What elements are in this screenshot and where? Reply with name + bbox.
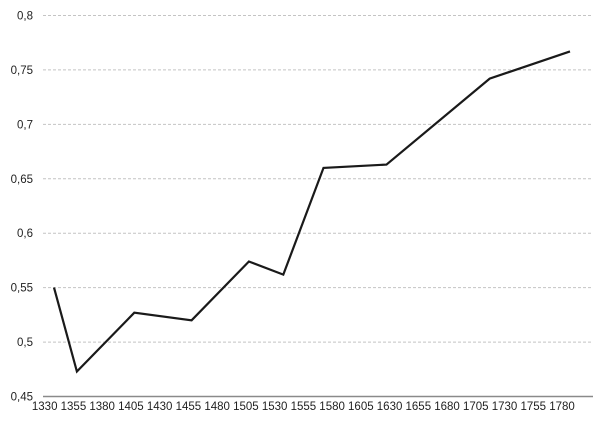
x-axis-tick-label: 1580 [319, 401, 345, 413]
y-axis-labels-group: 0,45 0,5 0,55 0,6 0,65 0,7 0,75 0,8 [11, 11, 33, 404]
x-axis-tick-label: 1680 [434, 401, 460, 413]
x-axis-tick-label: 1530 [262, 401, 288, 413]
x-axis-tick-label: 1455 [176, 401, 202, 413]
y-axis-tick-label: 0,8 [17, 11, 33, 23]
x-axis-tick-label: 1355 [61, 401, 87, 413]
gridlines-group [43, 15, 593, 343]
x-axis-tick-label: 1755 [520, 401, 546, 413]
x-axis-tick-label: 1330 [32, 401, 58, 413]
x-axis-tick-label: 1430 [147, 401, 173, 413]
x-axis-tick-label: 1505 [233, 401, 259, 413]
y-axis-tick-label: 0,45 [11, 392, 33, 404]
y-axis-tick-label: 0,5 [17, 337, 33, 349]
x-axis-tick-label: 1555 [291, 401, 317, 413]
x-axis-tick-label: 1655 [406, 401, 432, 413]
x-axis-tick-label: 1780 [549, 401, 575, 413]
y-axis-tick-label: 0,75 [11, 65, 33, 77]
y-axis-tick-label: 0,65 [11, 174, 33, 186]
y-axis-tick-label: 0,6 [17, 228, 33, 240]
x-axis-tick-label: 1630 [377, 401, 403, 413]
data-series-line [52, 50, 571, 374]
x-axis-tick-label: 1380 [89, 401, 115, 413]
x-axis-tick-label: 1405 [118, 401, 144, 413]
x-axis-tick-label: 1730 [492, 401, 518, 413]
y-axis-tick-label: 0,7 [17, 119, 33, 131]
x-axis-tick-label: 1705 [463, 401, 489, 413]
x-axis-tick-label: 1480 [204, 401, 230, 413]
x-axis-tick-label: 1605 [348, 401, 374, 413]
y-axis-tick-label: 0,55 [11, 283, 33, 295]
x-axis-labels-group: 1330 1355 1380 1405 1430 1455 1480 1505 1530 1555… [32, 401, 575, 413]
